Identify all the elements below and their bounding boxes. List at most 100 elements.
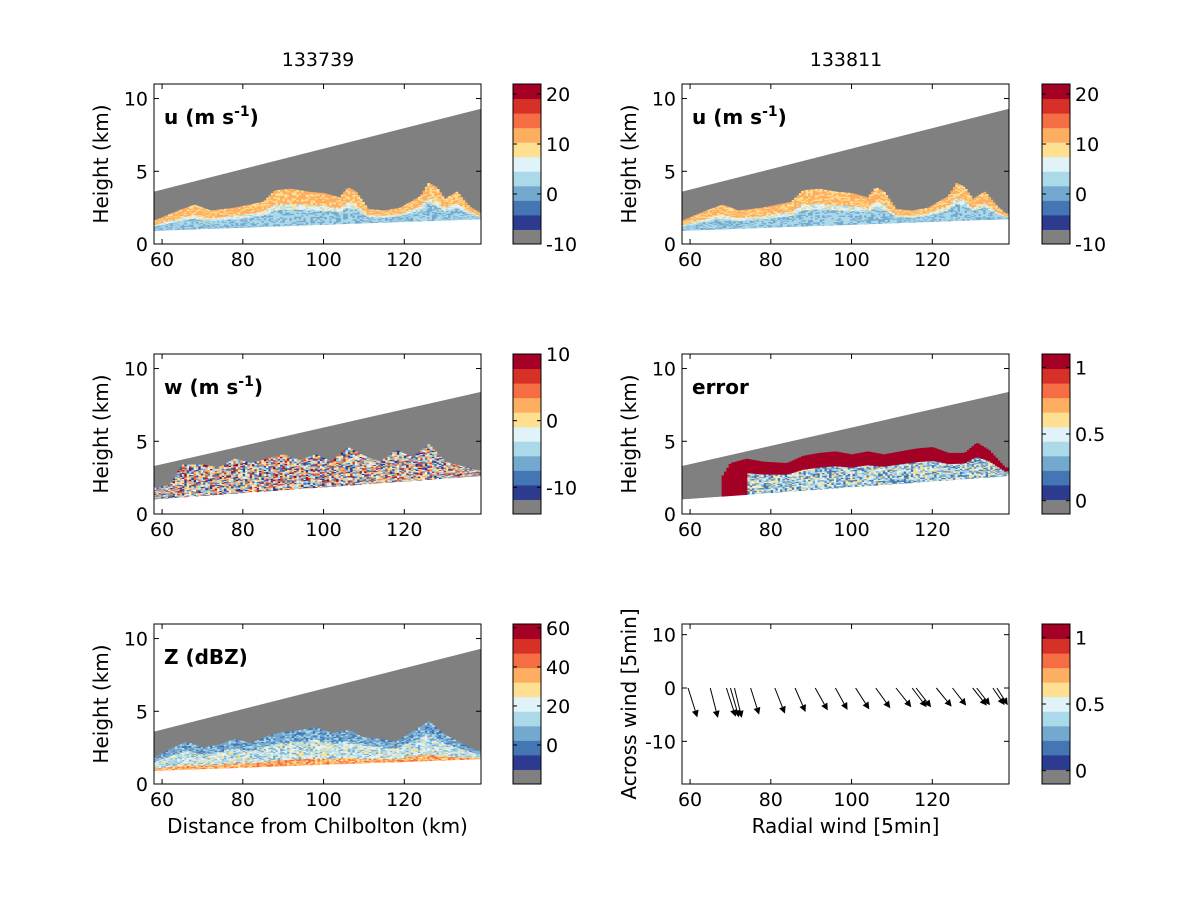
- below-beam: [154, 759, 481, 784]
- x-tick-label: 60: [678, 789, 702, 811]
- axes-frame: [681, 83, 1010, 245]
- x-tick-label: 80: [759, 789, 783, 811]
- colorbar-tick-label: 1: [1075, 357, 1087, 379]
- x-tick-label: 100: [305, 519, 341, 541]
- wind-arrow: [725, 687, 737, 717]
- wind-arrow: [911, 687, 927, 708]
- y-tick-label: 0: [664, 504, 676, 526]
- y-tick-label: 0: [664, 678, 676, 700]
- y-tick-label: 5: [136, 161, 148, 183]
- y-tick-label: 10: [124, 629, 148, 651]
- colorbar-tick-label: 0.5: [1075, 694, 1105, 716]
- x-tick-label: 120: [386, 789, 422, 811]
- column-title-left: 133739: [282, 49, 355, 71]
- colorbar-tick-label: 10: [546, 134, 570, 156]
- y-tick-label: 5: [136, 701, 148, 723]
- colorbar-tick-label: -10: [546, 477, 577, 499]
- y-axis-label: Height (km): [617, 104, 641, 223]
- x-tick-label: 100: [833, 249, 869, 271]
- wind-arrow: [750, 687, 761, 715]
- wind-arrow: [992, 687, 1005, 706]
- wind-arrow: [952, 687, 967, 706]
- panel-label: w (m s-1): [164, 374, 263, 399]
- y-tick-label: 10: [124, 359, 148, 381]
- colorbar-tick-label: -10: [546, 234, 577, 256]
- wind-arrow: [895, 687, 912, 708]
- x-tick-label: 120: [914, 519, 950, 541]
- x-tick-label: 80: [231, 519, 255, 541]
- x-axis-label: Radial wind [5min]: [752, 814, 940, 838]
- wind-arrow: [794, 687, 806, 712]
- panel-label: error: [692, 375, 749, 399]
- wind-arrow: [915, 687, 932, 708]
- y-tick-label: 5: [664, 161, 676, 183]
- colorbar-tick-label: 20: [546, 696, 570, 718]
- colorbar-w: -10 0 10: [512, 344, 577, 515]
- y-tick-label: 10: [124, 89, 148, 111]
- wind-arrow: [996, 687, 1008, 706]
- wind-arrow: [814, 687, 828, 711]
- wind-arrow: [875, 687, 891, 709]
- colorbar-tick-label: 1: [1075, 627, 1087, 649]
- y-tick-label: -10: [645, 731, 676, 753]
- colorbar-u1: -10 0 10 20: [512, 83, 577, 256]
- y-tick-label: 0: [664, 234, 676, 256]
- x-tick-label: 60: [678, 249, 702, 271]
- axes-frame: [681, 353, 1010, 515]
- panel-w: 60 80 100 120 0 5 10 Height (km) w (m s-1) -10 0 10: [89, 344, 577, 541]
- x-tick-label: 60: [150, 519, 174, 541]
- colorbar-tick-label: 20: [546, 84, 570, 106]
- x-tick-label: 60: [678, 519, 702, 541]
- below-beam: [682, 219, 1009, 244]
- x-tick-label: 120: [914, 789, 950, 811]
- y-axis-label: Across wind [5min]: [617, 608, 641, 799]
- beam-mask: [682, 108, 1009, 231]
- x-tick-label: 60: [150, 789, 174, 811]
- x-tick-label: 100: [833, 789, 869, 811]
- colorbar-tick-label: 60: [546, 618, 570, 640]
- below-beam: [154, 219, 481, 244]
- wind-arrow: [709, 687, 720, 718]
- panel-vec: 60 80 100 120 -10 0 1 0 Across wind [5min] Radial…: [617, 608, 1105, 838]
- colorbar-tick-label: 10: [1075, 134, 1099, 156]
- wind-arrow: [935, 687, 952, 707]
- x-tick-label: 60: [150, 249, 174, 271]
- wind-arrow: [976, 687, 991, 706]
- colorbar-vec: 00.51: [1041, 623, 1105, 785]
- below-beam: [682, 476, 1009, 514]
- colorbar-tick-label: -10: [1075, 234, 1106, 256]
- axes-frame: [153, 83, 482, 245]
- x-tick-label: 120: [386, 519, 422, 541]
- colorbar-tick-label: 0.5: [1075, 424, 1105, 446]
- wind-arrow: [834, 687, 848, 710]
- axes-frame: [153, 353, 482, 515]
- panel-z: 60 80 100 120 0 5 10 Height (km) Distance from C…: [89, 618, 570, 838]
- colorbar-tick-label: 0: [546, 411, 558, 433]
- x-tick-label: 100: [305, 789, 341, 811]
- colorbar-tick-label: 0: [1075, 491, 1087, 513]
- colorbar-tick-label: 0: [546, 735, 558, 757]
- wind-arrow: [733, 687, 744, 718]
- x-tick-label: 120: [386, 249, 422, 271]
- colorbar-tick-label: 0: [546, 184, 558, 206]
- x-axis-label: Distance from Chilbolton (km): [167, 814, 468, 838]
- colorbar-tick-label: 0: [1075, 761, 1087, 783]
- y-tick-label: 5: [136, 431, 148, 453]
- y-tick-label: 5: [664, 431, 676, 453]
- x-tick-label: 100: [305, 249, 341, 271]
- x-tick-label: 80: [759, 249, 783, 271]
- below-beam: [154, 476, 481, 514]
- y-axis-label: Height (km): [89, 644, 113, 763]
- colorbar-tick-label: 40: [546, 657, 570, 679]
- wind-arrow: [855, 687, 870, 710]
- y-tick-label: 0: [136, 774, 148, 796]
- x-tick-label: 80: [231, 249, 255, 271]
- y-tick-label: 0: [136, 504, 148, 526]
- colorbar-u2: -10 0 10 20: [1041, 83, 1106, 256]
- axes-frame: [681, 623, 1010, 785]
- y-axis-label: Height (km): [89, 104, 113, 223]
- colorbar-err: 00.51: [1041, 353, 1105, 515]
- colorbar-tick-label: 10: [546, 344, 570, 366]
